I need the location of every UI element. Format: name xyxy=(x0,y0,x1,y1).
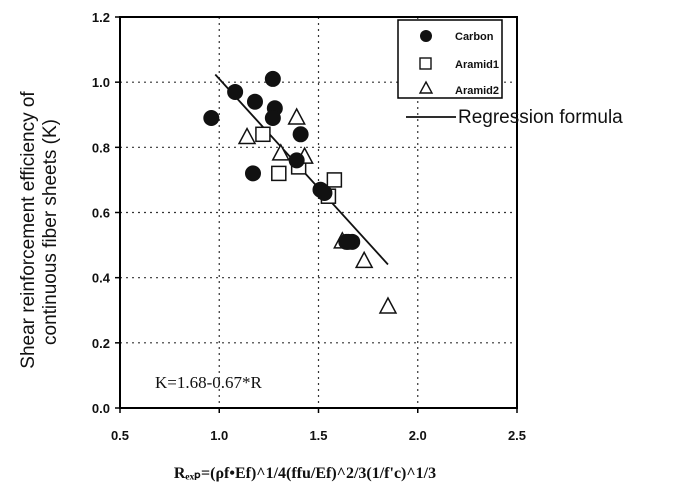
y-tick-label: 0.2 xyxy=(92,336,110,351)
y-tick-label: 0.0 xyxy=(92,401,110,416)
legend-aramid2-marker xyxy=(418,80,434,94)
legend-box xyxy=(397,19,503,99)
y-axis-label-line1: Shear reinforcement efficiency of xyxy=(18,91,39,369)
aramid2-point xyxy=(354,250,374,269)
aramid1-point xyxy=(255,126,271,143)
y-tick-label: 1.2 xyxy=(92,10,110,25)
y-tick-label: 0.8 xyxy=(92,140,110,155)
x-tick-label: 2.5 xyxy=(508,428,526,443)
carbon-point xyxy=(288,152,305,169)
aramid1-point xyxy=(271,165,287,182)
carbon-point xyxy=(292,126,309,143)
regression-formula-text: K=1.68-0.67*R xyxy=(155,373,263,392)
carbon-point xyxy=(246,93,263,110)
x-tick-label: 1.5 xyxy=(309,428,327,443)
aramid2-point xyxy=(378,296,398,314)
x-axis-label: Rₑₓₚ=(ρf•Ef)^1/4(ffu/Ef)^2/3(1/f'c)^1/3 xyxy=(174,465,436,482)
x-tick-label: 1.0 xyxy=(210,428,228,443)
aramid2-point xyxy=(287,107,306,125)
aramid2-point xyxy=(271,143,291,161)
carbon-point xyxy=(227,83,244,100)
y-axis-label-line2: continuous fiber sheets (K) xyxy=(40,119,61,345)
legend-carbon-marker xyxy=(420,30,432,42)
grid-lines xyxy=(120,17,517,408)
y-tick-label: 1.0 xyxy=(92,75,110,90)
carbon-point xyxy=(203,110,220,127)
carbon-point xyxy=(264,70,281,87)
legend-aramid1-label: Aramid1 xyxy=(455,59,499,71)
carbon-point xyxy=(244,165,261,182)
legend-aramid2-label: Aramid2 xyxy=(455,85,499,97)
carbon-point xyxy=(264,110,281,127)
legend-regression-label: Regression formula xyxy=(458,107,623,128)
data-points xyxy=(203,70,398,314)
aramid2-point xyxy=(237,126,257,145)
aramid1-point xyxy=(326,172,343,188)
x-tick-label: 2.0 xyxy=(409,428,427,443)
x-tick-label: 0.5 xyxy=(111,428,129,443)
legend-carbon-label: Carbon xyxy=(455,31,494,43)
legend-aramid1-marker xyxy=(419,57,432,70)
y-axis-ticks: 0.0 0.2 0.4 0.6 0.8 1.0 1.2 xyxy=(92,10,120,416)
legend: Carbon Aramid1 Aramid2 xyxy=(397,19,503,99)
carbon-point xyxy=(338,233,355,250)
y-tick-label: 0.4 xyxy=(92,271,111,286)
x-axis-ticks: 0.5 1.0 1.5 2.0 2.5 xyxy=(111,408,526,443)
carbon-point xyxy=(316,184,333,201)
y-tick-label: 0.6 xyxy=(92,206,110,221)
